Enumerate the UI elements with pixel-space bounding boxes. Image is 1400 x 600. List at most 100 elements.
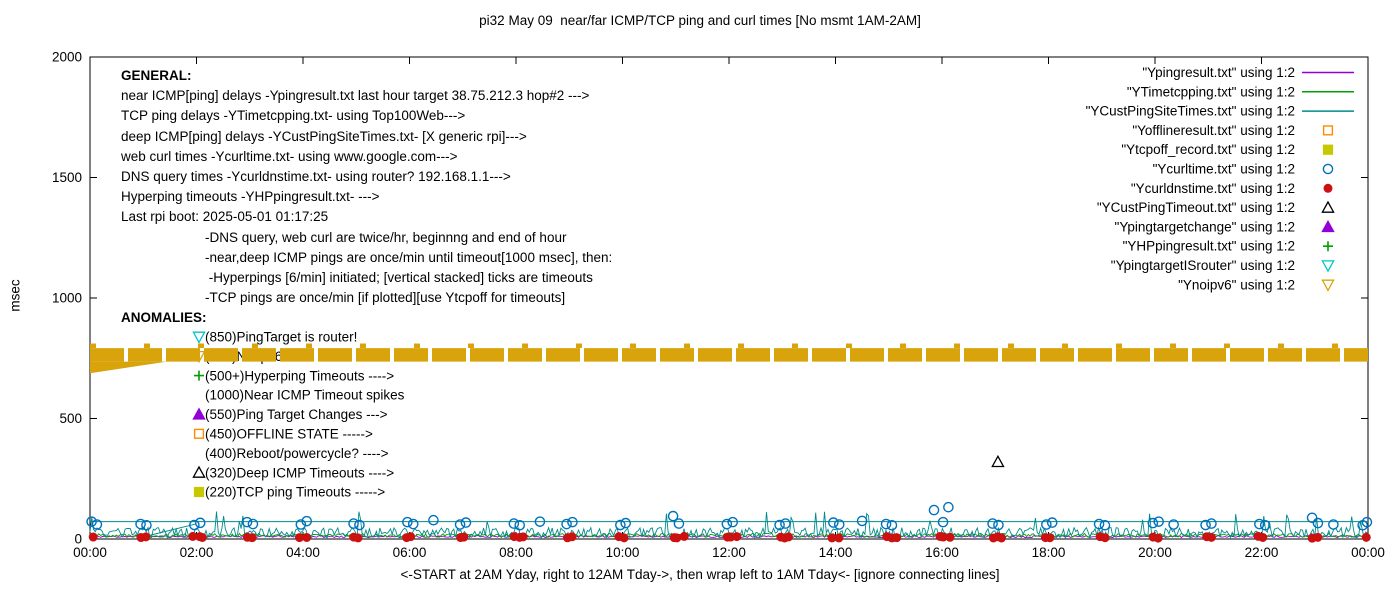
point-ycurltime-web-curl bbox=[937, 516, 949, 528]
point-ycurltime-web-curl bbox=[514, 519, 526, 531]
legend-label: "YTimetcpping.txt" using 1:2 bbox=[1127, 84, 1295, 99]
point-ycurldnstime-dns bbox=[302, 532, 312, 542]
general-notes-block: GENERAL: near ICMP[ping] delays -Ypingres… bbox=[121, 66, 612, 308]
point-ycurltime-web-curl bbox=[135, 518, 146, 530]
point-ycurldnstime-dns bbox=[892, 533, 902, 543]
point-ycurltime-web-curl bbox=[928, 504, 940, 516]
point-ycurltime-web-curl bbox=[354, 519, 365, 531]
general-line: near ICMP[ping] delays -Ypingresult.txt … bbox=[121, 88, 590, 104]
noipv6-band-wedge bbox=[90, 361, 168, 374]
x-tick-label: 08:00 bbox=[499, 545, 533, 560]
x-tick-label: 10:00 bbox=[606, 545, 640, 560]
x-tick-label: 22:00 bbox=[1245, 545, 1279, 560]
point-ycurldnstime-dns bbox=[294, 533, 304, 543]
point-ycurltime-web-curl bbox=[141, 519, 152, 531]
point-ycurldnstime-dns bbox=[567, 532, 577, 542]
x-tick-label: 18:00 bbox=[1032, 545, 1066, 560]
point-ycurltime-web-curl bbox=[194, 517, 206, 529]
point-ycurldnstime-dns bbox=[1153, 533, 1163, 543]
point-ycurldnstime-dns bbox=[679, 531, 689, 541]
point-ycurldnstime-dns bbox=[996, 533, 1006, 543]
anomaly-marker bbox=[194, 370, 204, 381]
point-ycurldnstime-dns bbox=[459, 532, 469, 542]
point-ycurltime-web-curl bbox=[86, 516, 97, 527]
general-note-line: -TCP pings are once/min [if plotted][use… bbox=[205, 290, 566, 306]
legend-label: "Ypingtargetchange" using 1:2 bbox=[1115, 219, 1295, 234]
anomaly-marker bbox=[193, 428, 205, 439]
legend-label: "Yofflineresult.txt" using 1:2 bbox=[1132, 123, 1295, 138]
general-line: Hyperping timeouts -YHPpingresult.txt- -… bbox=[121, 189, 380, 205]
point-ycurltime-web-curl bbox=[402, 516, 413, 528]
point-ycurltime-web-curl bbox=[428, 514, 439, 526]
legend-sample-triangle-down-open bbox=[1321, 279, 1335, 292]
point-ycurltime-web-curl bbox=[856, 515, 868, 527]
point-ycurltime-web-curl bbox=[1200, 519, 1211, 531]
x-tick-label: 04:00 bbox=[286, 545, 320, 560]
x-tick-label: 12:00 bbox=[712, 545, 746, 560]
point-ycurltime-web-curl bbox=[1306, 512, 1318, 524]
general-note-line: -Hyperpings [6/min] initiated; [vertical… bbox=[205, 270, 593, 286]
point-ycurltime-web-curl bbox=[721, 518, 733, 530]
point-ycurldnstime-dns bbox=[619, 533, 629, 543]
legend-sample-plus bbox=[1323, 241, 1333, 252]
point-ycurltime-web-curl bbox=[1153, 516, 1165, 527]
x-tick-label: 06:00 bbox=[393, 545, 427, 560]
point-ycurltime-web-curl bbox=[1328, 519, 1339, 530]
legend-label: "YHPpingresult.txt" using 1:2 bbox=[1123, 239, 1295, 254]
anomaly-label: (1000)Near ICMP Timeout spikes bbox=[205, 388, 405, 403]
point-ycurltime-web-curl bbox=[828, 517, 839, 528]
general-line: DNS query times -Ycurldnstime.txt- using… bbox=[121, 169, 511, 185]
point-ycurldnstime-dns bbox=[834, 533, 844, 543]
point-ycurltime-web-curl bbox=[460, 517, 472, 528]
point-ycurltime-web-curl bbox=[91, 519, 103, 530]
point-ycurltime-web-curl bbox=[987, 518, 998, 529]
y-tick-label: 1000 bbox=[52, 291, 82, 306]
general-line: deep ICMP[ping] delays -YCustPingSiteTim… bbox=[121, 128, 527, 144]
y-tick-label: 2000 bbox=[52, 50, 82, 65]
general-note-line: -near,deep ICMP pings are once/min until… bbox=[205, 249, 613, 265]
point-ycurltime-web-curl bbox=[943, 501, 954, 513]
general-heading: GENERAL: bbox=[121, 68, 192, 83]
anomaly-label: (320)Deep ICMP Timeouts ----> bbox=[205, 465, 394, 480]
point-ycurltime-web-curl bbox=[673, 518, 685, 529]
x-tick-label: 02:00 bbox=[180, 545, 214, 560]
legend-sample-circle-open bbox=[1322, 163, 1334, 175]
chart-title: pi32 May 09 near/far ICMP/TCP ping and c… bbox=[479, 13, 921, 28]
point-ycurltime-web-curl bbox=[780, 518, 791, 529]
point-ycurltime-web-curl bbox=[1046, 517, 1058, 528]
legend-sample-circle-filled bbox=[1323, 183, 1333, 193]
anomaly-label: (400)Reboot/powercycle? ----> bbox=[205, 446, 389, 461]
point-ycurldnstime-dns bbox=[672, 533, 682, 543]
point-ycurltime-web-curl bbox=[508, 518, 520, 529]
legend-sample-triangle-up-filled bbox=[1321, 219, 1335, 233]
point-ycurltime-web-curl bbox=[727, 516, 739, 528]
legend-sample-square-filled bbox=[1322, 144, 1334, 155]
anomaly-marker bbox=[192, 465, 206, 478]
series-gap-connecting-line bbox=[144, 523, 196, 538]
point-ycurltime-web-curl bbox=[567, 516, 578, 528]
legend-label: "YCustPingSiteTimes.txt" using 1:2 bbox=[1086, 104, 1295, 119]
anomaly-marker bbox=[192, 331, 206, 344]
legend-label: "YCustPingTimeout.txt" using 1:2 bbox=[1097, 200, 1295, 215]
point-ycurldnstime-dns bbox=[88, 532, 98, 542]
anomaly-label: (450)OFFLINE STATE -----> bbox=[205, 427, 373, 442]
x-tick-label: 14:00 bbox=[819, 545, 853, 560]
y-tick-label: 1500 bbox=[52, 170, 82, 185]
point-ycurltime-web-curl bbox=[1361, 516, 1373, 528]
point-ycurltime-web-curl bbox=[833, 519, 845, 530]
point-ycurltime-web-curl bbox=[1093, 518, 1105, 530]
point-ycurldnstime-dns bbox=[1361, 532, 1371, 542]
point-ycurltime-web-curl bbox=[1206, 518, 1217, 529]
legend-sample-square-open bbox=[1322, 125, 1334, 136]
y-tick-label: 0 bbox=[74, 532, 82, 547]
general-line: TCP ping delays -YTimetcpping.txt- using… bbox=[121, 108, 466, 124]
point-ycurltime-web-curl bbox=[348, 518, 359, 529]
point-ycurltime-web-curl bbox=[295, 519, 307, 530]
point-ycustpingtimeout-deep-icmp-timeout bbox=[991, 454, 1005, 468]
point-ycurltime-web-curl bbox=[454, 519, 466, 530]
anomaly-label: (220)TCP ping Timeouts -----> bbox=[205, 485, 385, 500]
point-ycurltime-web-curl bbox=[886, 519, 898, 531]
point-ycurltime-web-curl bbox=[189, 519, 200, 531]
legend-label: "Ycurldnstime.txt" using 1:2 bbox=[1131, 181, 1295, 196]
point-ycurltime-web-curl bbox=[880, 518, 892, 530]
